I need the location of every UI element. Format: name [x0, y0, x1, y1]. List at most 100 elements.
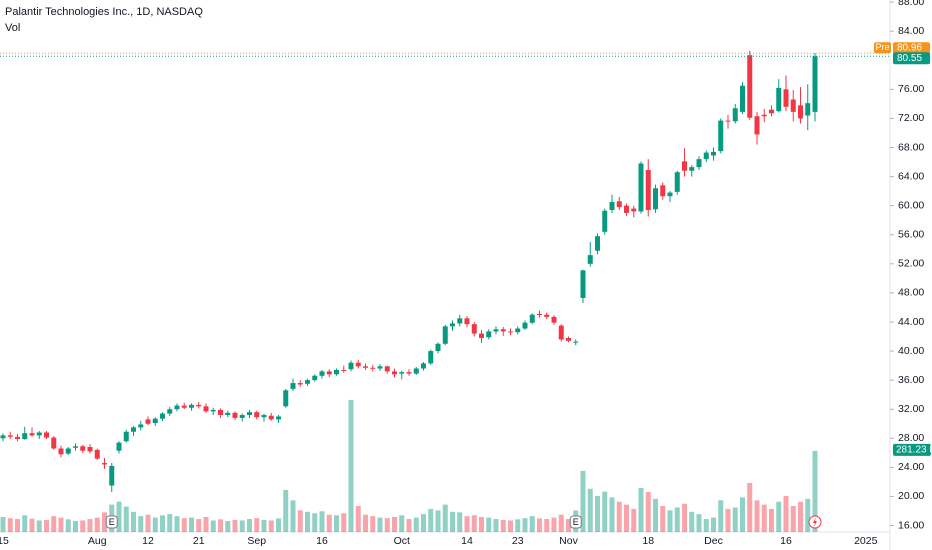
x-tick-label: 12 [142, 535, 154, 547]
candle-body [305, 380, 310, 384]
volume-bar [239, 520, 245, 532]
candle-body [689, 167, 695, 171]
candle-body [718, 120, 724, 152]
volume-bar [218, 519, 223, 532]
volume-bar [558, 514, 564, 532]
volume-bar [544, 519, 550, 532]
candle-body [486, 331, 492, 338]
candle-body [406, 372, 412, 374]
y-tick-label: 36.00 [898, 374, 924, 386]
volume-bar [58, 517, 64, 532]
candle-body [761, 114, 767, 117]
volume-bar [290, 500, 296, 532]
x-tick-label: 15 [0, 535, 9, 547]
volume-bar [761, 504, 767, 532]
chart-title: Palantir Technologies Inc., 1D, NASDAQ [5, 6, 203, 18]
candle-body [660, 185, 666, 197]
candle-body [703, 152, 709, 160]
volume-bar [515, 519, 521, 532]
volume-bar [363, 514, 368, 532]
volume-bar [674, 507, 680, 532]
volume-bar [537, 518, 542, 532]
candle-body [181, 405, 187, 408]
volume-bar [268, 520, 274, 532]
volume-bar [334, 515, 339, 532]
volume-bar [312, 513, 318, 532]
volume-bar [232, 519, 238, 532]
volume-bar [102, 512, 107, 532]
candle-body [558, 325, 564, 340]
candle-body [624, 205, 629, 213]
volume-bar [196, 519, 202, 532]
y-tick-label: 40.00 [898, 345, 924, 357]
volume-bar [522, 518, 528, 532]
candle-body [399, 372, 405, 374]
candle-body [421, 363, 426, 369]
candle-body [493, 329, 499, 332]
candle-body [384, 366, 390, 372]
last-price-label: 80.55 [897, 53, 922, 64]
candle-body [580, 270, 586, 298]
candle-body [645, 170, 651, 211]
candle-body [674, 172, 680, 192]
candle-body [812, 56, 818, 112]
candle-body [500, 329, 506, 332]
volume-bar [624, 504, 629, 532]
premarket-name: Pre [875, 42, 889, 52]
candle-body [348, 362, 354, 370]
candle-body [544, 314, 550, 317]
volume-bar [798, 501, 803, 532]
candle-body [138, 424, 144, 428]
candle-body [174, 405, 180, 410]
candle-body [58, 448, 64, 455]
candle-body [537, 313, 542, 315]
candle-body [22, 433, 28, 440]
candle-body [152, 418, 158, 424]
candle-body [189, 404, 194, 408]
x-tick-label: 2025 [854, 535, 878, 547]
volume-bar [384, 518, 390, 532]
candle-body [508, 331, 513, 333]
candle-body [87, 447, 93, 452]
volume-bar [645, 491, 651, 532]
candle-body [283, 390, 289, 407]
candle-body [696, 159, 702, 168]
y-tick-label: 72.00 [898, 112, 924, 124]
candle-body [479, 333, 484, 338]
volume-bar [392, 517, 397, 532]
volume-bar [29, 518, 35, 532]
volume-bar [471, 515, 477, 532]
candle-body [196, 404, 202, 407]
candle-body [471, 324, 477, 334]
volume-bar [769, 508, 774, 532]
volume-bar [15, 519, 20, 532]
x-tick-label: 18 [642, 535, 654, 547]
candle-body [783, 89, 789, 107]
x-tick-label: Dec [704, 535, 723, 547]
volume-bar [210, 520, 216, 532]
candle-body [609, 202, 615, 211]
candle-body [218, 409, 223, 416]
candle-body [413, 368, 419, 374]
volume-bar [413, 517, 419, 532]
plot [0, 50, 818, 532]
volume-bar [493, 519, 499, 532]
candle-body [65, 448, 71, 454]
volume-bar [348, 399, 354, 532]
candle-body [790, 99, 796, 112]
volume-bar [87, 519, 93, 532]
volume-bar [703, 519, 709, 532]
volume-bar [65, 519, 71, 532]
candle-body [653, 188, 658, 210]
volume-bar [174, 516, 180, 532]
y-tick-label: 28.00 [898, 432, 924, 444]
premarket-value: 80.96 [897, 42, 922, 53]
y-tick-label: 60.00 [898, 199, 924, 211]
volume-bar [116, 501, 122, 532]
candle-body [595, 236, 600, 251]
earnings-label: E [573, 517, 579, 527]
volume-bar [718, 500, 724, 532]
volume-bar [138, 516, 144, 532]
candle-body [464, 318, 470, 325]
